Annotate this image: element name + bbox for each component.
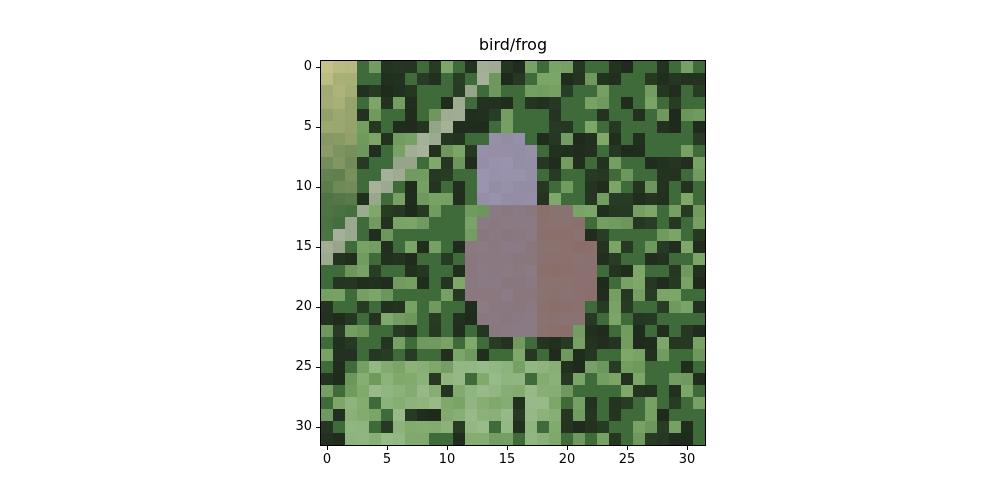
x-tick-label: 15	[498, 452, 516, 467]
x-tick-mark	[386, 446, 388, 450]
pixelated-photo	[321, 61, 705, 445]
x-tick-label: 10	[438, 452, 456, 467]
y-tick-label: 25	[295, 359, 312, 374]
y-tick-mark	[316, 126, 320, 128]
y-tick-mark	[316, 366, 320, 368]
x-tick-label: 25	[618, 452, 636, 467]
y-tick-mark	[316, 246, 320, 248]
x-tick-mark	[626, 446, 628, 450]
y-tick-mark	[316, 306, 320, 308]
y-tick-mark	[316, 186, 320, 188]
y-tick-label: 15	[295, 239, 312, 254]
y-tick-mark	[316, 426, 320, 428]
x-tick-label: 20	[558, 452, 576, 467]
y-tick-label: 20	[295, 299, 312, 314]
figure-title: bird/frog	[478, 35, 548, 54]
image-frame	[320, 60, 706, 446]
x-tick-mark	[506, 446, 508, 450]
x-tick-label: 30	[678, 452, 696, 467]
y-tick-label: 30	[295, 419, 312, 434]
x-tick-mark	[686, 446, 688, 450]
x-tick-mark	[566, 446, 568, 450]
x-tick-label: 5	[382, 452, 392, 467]
x-tick-mark	[446, 446, 448, 450]
x-tick-label: 0	[322, 452, 332, 467]
y-tick-label: 0	[303, 59, 312, 74]
y-tick-mark	[316, 66, 320, 68]
y-tick-label: 10	[295, 179, 312, 194]
x-tick-mark	[326, 446, 328, 450]
y-tick-label: 5	[303, 119, 312, 134]
